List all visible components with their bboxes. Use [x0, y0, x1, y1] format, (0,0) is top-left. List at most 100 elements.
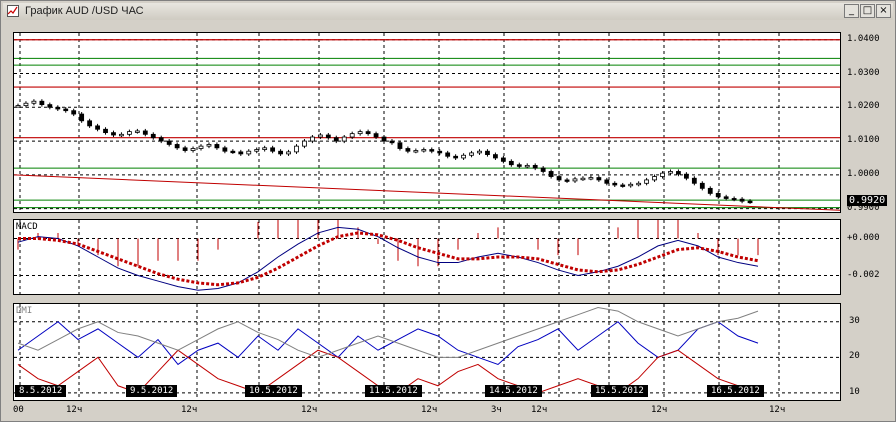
candle-body [254, 149, 260, 152]
candle [373, 131, 379, 140]
candle [95, 123, 100, 132]
candle-body [707, 187, 713, 194]
candle [413, 148, 419, 154]
candle-body [142, 130, 148, 135]
candle [588, 175, 594, 181]
price-tick-label: 1.0300 [847, 67, 880, 78]
candle-body [325, 134, 331, 139]
candle-body [691, 177, 697, 184]
candle-body [166, 140, 172, 145]
candle-body [278, 150, 283, 155]
minimize-button[interactable]: _ [844, 4, 859, 18]
current-price-tag: 0.9920 [847, 194, 888, 206]
candle-body [612, 182, 618, 186]
candle [71, 108, 77, 117]
hour-tick-label: 12ч [531, 405, 548, 415]
candle-body [373, 133, 379, 138]
candle [652, 174, 657, 182]
candle [676, 169, 681, 177]
candle-body [485, 150, 490, 155]
macd-tick-label: -0.002 [847, 269, 880, 280]
candle-body [453, 155, 459, 159]
candle-body [294, 145, 299, 153]
candle [683, 172, 689, 181]
candle [421, 147, 427, 153]
candle-body [302, 140, 307, 147]
candle [437, 149, 443, 155]
candle-body [174, 144, 180, 149]
candle [397, 140, 403, 151]
candle [278, 149, 283, 156]
candle [294, 144, 299, 154]
candle [150, 132, 156, 140]
candle-body [103, 128, 108, 134]
candle [429, 147, 435, 154]
close-button[interactable]: × [876, 4, 891, 18]
date-label: 8.5.2012 [15, 385, 67, 397]
macd-line [17, 226, 759, 291]
candle [668, 169, 673, 176]
candle [262, 145, 268, 152]
candle [644, 177, 650, 186]
candle [63, 106, 69, 113]
candle-body [190, 148, 196, 151]
candle-body [493, 154, 498, 159]
candle-body [23, 102, 29, 107]
candle-body [262, 147, 268, 150]
candle [206, 142, 212, 149]
candle [596, 175, 602, 182]
candle-body [683, 173, 689, 179]
maximize-button[interactable]: □ [860, 4, 875, 18]
price-tick-label: 1.0200 [847, 101, 880, 112]
hour-tick-label: 12ч [769, 405, 786, 415]
hour-tick-label: 00 [13, 405, 24, 415]
candle-body [628, 183, 634, 187]
date-label: 11.5.2012 [365, 385, 422, 397]
candle [516, 162, 522, 169]
candle [15, 103, 21, 108]
candle-body [532, 164, 538, 169]
candle [333, 135, 339, 144]
candle [198, 144, 204, 151]
candle [731, 196, 737, 202]
title-bar[interactable]: График AUD /USD ЧАС _ □ × [3, 3, 893, 20]
candle-body [270, 147, 276, 152]
candle [222, 145, 228, 154]
date-label: 9.5.2012 [126, 385, 178, 397]
candle-body [150, 133, 156, 139]
candle [182, 145, 188, 153]
price-pane[interactable] [13, 32, 841, 213]
candle-body [477, 150, 482, 154]
hour-tick-label: 3ч [491, 405, 502, 415]
price-chart[interactable] [14, 33, 840, 212]
candle [341, 134, 347, 144]
macd-pane[interactable]: MACD [13, 219, 841, 295]
macd-label: MACD [16, 222, 38, 232]
candle-body [95, 125, 100, 130]
candle-body [723, 196, 729, 199]
candle-body [636, 182, 642, 186]
candle-body [126, 131, 132, 135]
dmi-pane[interactable]: DMI [13, 303, 841, 401]
candle [39, 99, 45, 107]
candle-body [596, 177, 602, 181]
dmi-tick-label: 20 [849, 351, 860, 362]
candle-body [134, 130, 140, 133]
candle-body [119, 133, 124, 137]
candle-body [341, 136, 347, 142]
candle-body [198, 145, 204, 149]
candle-body [222, 147, 228, 152]
candle [691, 176, 697, 186]
candle-body [644, 179, 650, 184]
candle-body [540, 167, 546, 172]
candle [405, 146, 411, 154]
candle [612, 181, 618, 188]
candle [166, 139, 172, 147]
candle-body [516, 164, 522, 167]
macd-chart[interactable] [14, 220, 840, 294]
candle [389, 139, 395, 145]
candle [47, 102, 53, 110]
candle-body [620, 184, 626, 187]
candle-body [230, 150, 236, 154]
